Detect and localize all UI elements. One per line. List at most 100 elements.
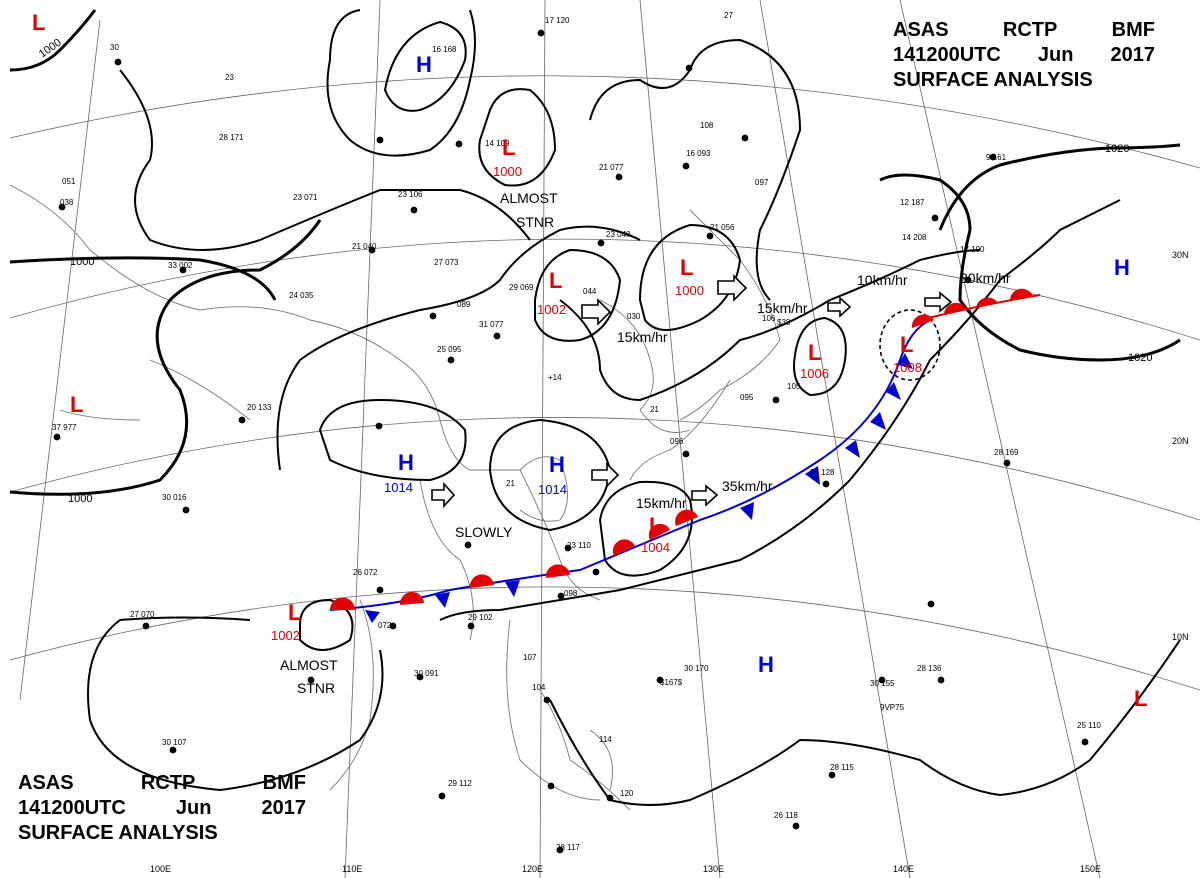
arrow-5	[431, 481, 456, 509]
cold-front	[329, 319, 931, 623]
low-center-pressure: 1000	[493, 164, 522, 179]
station-numbers: 17 120 27 30 16 168 23 28 171 14 109 108 097 2…	[52, 11, 1101, 852]
svg-text:24 035: 24 035	[289, 291, 314, 300]
svg-text:30 016: 30 016	[162, 493, 187, 502]
svg-text:28 169: 28 169	[994, 448, 1019, 457]
svg-text:$38: $38	[777, 318, 791, 327]
low-center-symbol: L	[502, 135, 515, 160]
low-center-symbol: L	[1134, 686, 1147, 711]
svg-text:072: 072	[378, 621, 392, 630]
svg-text:+14: +14	[548, 373, 562, 382]
station-label: RCTP	[1002, 19, 1058, 41]
svg-text:23 106: 23 106	[398, 190, 423, 199]
arrow-4	[924, 291, 953, 313]
station-label: RCTP	[140, 772, 196, 794]
high-center-symbol: H	[549, 452, 565, 477]
low-center-symbol: L	[32, 10, 45, 35]
low-center-pressure: 1004	[641, 540, 670, 555]
movement-arrows	[431, 274, 953, 509]
low-center-pressure: 1002	[537, 302, 566, 317]
longitude-label: 100E	[150, 864, 171, 874]
station-glyphs	[53, 29, 1089, 854]
motion-label: 10km/hr	[857, 272, 908, 288]
svg-text:29 102: 29 102	[468, 613, 493, 622]
high-center-symbol: H	[416, 52, 432, 77]
svg-text:051: 051	[62, 177, 76, 186]
svg-text:21 077: 21 077	[599, 163, 624, 172]
isobars	[9, 9, 1181, 806]
svg-text:25 095: 25 095	[437, 345, 462, 354]
svg-text:044: 044	[583, 287, 597, 296]
motion-label: STNR	[516, 214, 554, 230]
svg-text:30 155: 30 155	[870, 679, 895, 688]
motion-label: ALMOST	[280, 657, 338, 673]
low-center-symbol: L	[649, 513, 662, 538]
isobar-label: 1000	[68, 493, 92, 505]
svg-text:28 171: 28 171	[219, 133, 244, 142]
year-label: 2017	[261, 797, 307, 819]
motion-label: 15km/hr	[636, 495, 687, 511]
svg-text:23: 23	[225, 73, 234, 82]
svg-text:33 002: 33 002	[168, 261, 193, 270]
svg-text:16 093: 16 093	[686, 149, 711, 158]
svg-text:21 056: 21 056	[710, 223, 735, 232]
svg-text:108: 108	[700, 121, 714, 130]
high-center-symbol: H	[758, 652, 774, 677]
svg-text:14 109: 14 109	[485, 139, 510, 148]
longitude-label: 130E	[703, 864, 724, 874]
high-center-pressure: 1014	[384, 480, 413, 495]
latitude-label: 30N	[1172, 250, 1189, 260]
isobar-label: 1020	[1105, 143, 1129, 155]
longitude-label: 110E	[342, 864, 362, 874]
svg-text:28 115: 28 115	[830, 763, 854, 772]
svg-text:104: 104	[532, 683, 546, 692]
svg-text:28 117: 28 117	[556, 843, 580, 852]
svg-text:27: 27	[724, 11, 733, 20]
motion-label: 30km/hr	[960, 270, 1011, 286]
svg-text:28 136: 28 136	[917, 664, 942, 673]
svg-text:$167$: $167$	[660, 678, 683, 687]
header-top: ASAS RCTP BMF 141200UTC Jun 2017 SURFACE…	[893, 18, 1155, 93]
svg-text:120: 120	[620, 789, 634, 798]
svg-text:030: 030	[627, 312, 641, 321]
month-label: Jun	[1037, 44, 1074, 66]
svg-text:9VP75: 9VP75	[880, 703, 905, 712]
low-center-symbol: L	[288, 600, 301, 625]
svg-text:25 110: 25 110	[1077, 721, 1101, 730]
svg-text:29 069: 29 069	[509, 283, 534, 292]
time-label: 141200UTC	[893, 44, 1001, 66]
arrow-6	[591, 462, 620, 488]
svg-text:26 118: 26 118	[774, 811, 798, 820]
header-bottom: ASAS RCTP BMF 141200UTC Jun 2017 SURFACE…	[18, 771, 306, 846]
svg-text:098: 098	[564, 589, 578, 598]
svg-text:107: 107	[523, 653, 537, 662]
svg-text:20 133: 20 133	[247, 403, 272, 412]
svg-text:038: 038	[60, 198, 74, 207]
low-center-pressure: 1006	[800, 366, 829, 381]
svg-text:17 190: 17 190	[960, 245, 985, 254]
low-center-symbol: L	[70, 392, 83, 417]
svg-text:105: 105	[787, 382, 801, 391]
svg-text:27 073: 27 073	[434, 258, 459, 267]
motion-label: ALMOST	[500, 190, 558, 206]
svg-text:14 208: 14 208	[902, 233, 927, 242]
pressure-centers: L H L 1000 L 1002 L 1000 L 1006 L 1008 H…	[32, 10, 1147, 711]
isobar-label: 1020	[1128, 352, 1152, 364]
arrow-3	[827, 296, 852, 318]
svg-text:30: 30	[110, 43, 119, 52]
svg-text:30 107: 30 107	[162, 738, 187, 747]
movement-labels: ALMOST STNR 15km/hr 15km/hr 10km/hr 30km…	[280, 190, 1011, 696]
arrow-2	[717, 274, 748, 302]
longitude-label: 150E	[1080, 864, 1101, 874]
agency-label: ASAS	[893, 19, 949, 41]
lat-lon-grid	[9, 0, 1200, 878]
tropical-low-outline	[879, 309, 941, 381]
year-label: 2017	[1110, 44, 1156, 66]
low-center-symbol: L	[808, 340, 821, 365]
svg-text:12 187: 12 187	[900, 198, 925, 207]
latitude-label: 20N	[1172, 436, 1189, 446]
isobar-label: 1000	[70, 256, 94, 268]
chart-title: SURFACE ANALYSIS	[18, 822, 218, 844]
svg-text:30 170: 30 170	[684, 664, 709, 673]
